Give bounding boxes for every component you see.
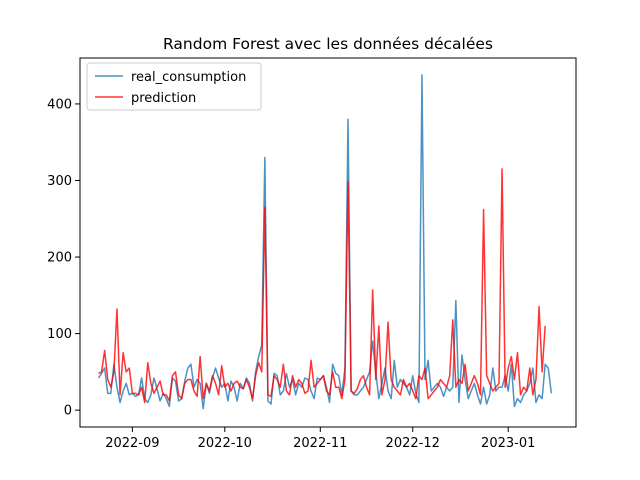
plot-frame: [79, 57, 577, 428]
y-tick-label: 400: [47, 97, 72, 112]
y-tick-label: 100: [47, 327, 72, 342]
x-axis: 2022-09 2022-10 2022-11 2022-12 2023-01: [105, 427, 535, 451]
legend: real_consumption prediction: [86, 62, 262, 111]
chart-title: Random Forest avec les données décalées: [163, 35, 493, 53]
y-tick-label: 300: [47, 174, 72, 189]
legend-label-prediction: prediction: [131, 91, 196, 106]
x-tick-label: 2022-10: [198, 436, 252, 451]
y-tick-label: 200: [47, 251, 72, 266]
x-tick-label: 2023-01: [481, 436, 535, 451]
legend-box: [86, 62, 262, 111]
x-tick-label: 2022-11: [293, 436, 347, 451]
series-line-prediction: [98, 168, 546, 404]
y-tick-label: 0: [64, 404, 72, 419]
plot-lines: [97, 74, 553, 410]
legend-label-real-consumption: real_consumption: [131, 70, 246, 85]
x-tick-label: 2022-09: [105, 436, 159, 451]
x-tick-label: 2022-12: [386, 436, 440, 451]
y-axis: 0 100 200 300 400: [47, 97, 80, 419]
